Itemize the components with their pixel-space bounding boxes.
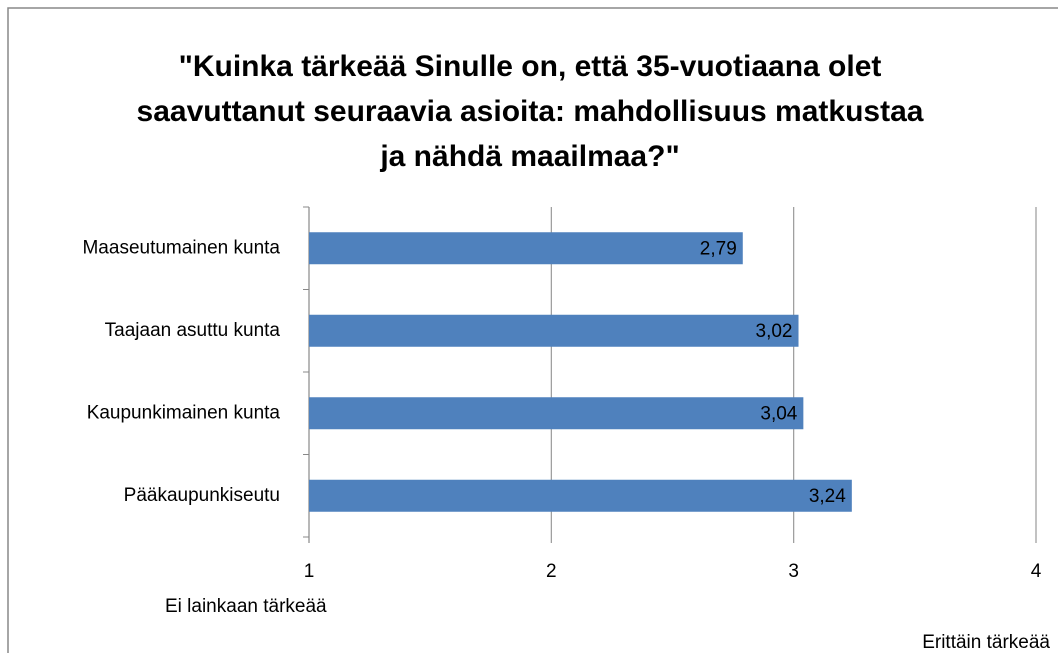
bar [309, 314, 799, 347]
axis-annotation: Ei lainkaan tärkeää [165, 596, 327, 617]
y-tick-label: Maaseutumainen kunta [82, 237, 280, 258]
axis-annotation: Erittäin tärkeää [922, 632, 1050, 653]
chart-title: "Kuinka tärkeää Sinulle on, että 35-vuot… [137, 50, 924, 173]
bar [309, 232, 743, 265]
bar [309, 479, 852, 512]
data-label: 3,24 [809, 486, 846, 507]
bar [309, 397, 804, 430]
data-label: 3,04 [760, 403, 797, 424]
y-tick-label: Taajaan asuttu kunta [105, 320, 281, 341]
y-tick-label: Pääkaupunkiseutu [124, 485, 280, 506]
x-tick-label: 3 [788, 561, 799, 582]
chart-border [7, 7, 1058, 653]
x-tick-label: 4 [1031, 561, 1042, 582]
data-label: 3,02 [756, 321, 793, 342]
data-label: 2,79 [700, 238, 737, 259]
y-tick-label: Kaupunkimainen kunta [87, 402, 281, 423]
x-tick-label: 2 [546, 561, 557, 582]
x-tick-label: 1 [304, 561, 315, 582]
